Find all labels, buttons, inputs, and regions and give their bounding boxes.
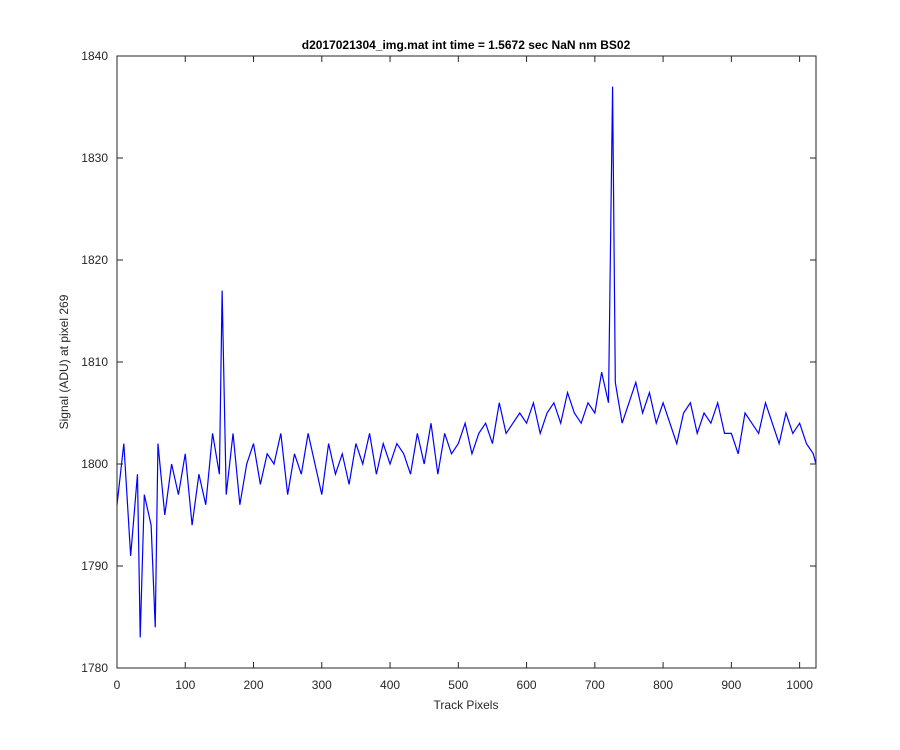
x-tick-label: 900: [721, 678, 741, 692]
series-layer: [116, 86, 817, 638]
x-tick-label: 200: [244, 678, 264, 692]
x-tick-label: 300: [312, 678, 332, 692]
x-tick-label: 800: [653, 678, 673, 692]
y-tick-label: 1820: [81, 253, 108, 267]
y-tick-label: 1780: [81, 661, 108, 675]
x-tick-label: 400: [380, 678, 400, 692]
x-tick-label: 500: [448, 678, 468, 692]
y-tick-label: 1800: [81, 457, 108, 471]
chart-title: d2017021304_img.mat int time = 1.5672 se…: [302, 38, 631, 52]
x-tick-label: 600: [517, 678, 537, 692]
y-tick-label: 1810: [81, 355, 108, 369]
axes-box: [116, 55, 817, 669]
x-tick-label: 100: [175, 678, 195, 692]
plot-area: [117, 56, 816, 668]
x-axis-label: Track Pixels: [434, 698, 499, 712]
y-axis-label: Signal (ADU) at pixel 269: [57, 294, 71, 429]
y-tick-label: 1790: [81, 559, 108, 573]
x-tick-label: 0: [114, 678, 121, 692]
x-tick-label: 700: [585, 678, 605, 692]
series-line: [116, 86, 817, 638]
ticks-layer: 0 100 200 300 400 500 600 700 800 900 1000 1780 1790…: [81, 49, 816, 692]
y-tick-label: 1830: [81, 151, 108, 165]
x-tick-label: 1000: [786, 678, 813, 692]
y-tick-label: 1840: [81, 49, 108, 63]
